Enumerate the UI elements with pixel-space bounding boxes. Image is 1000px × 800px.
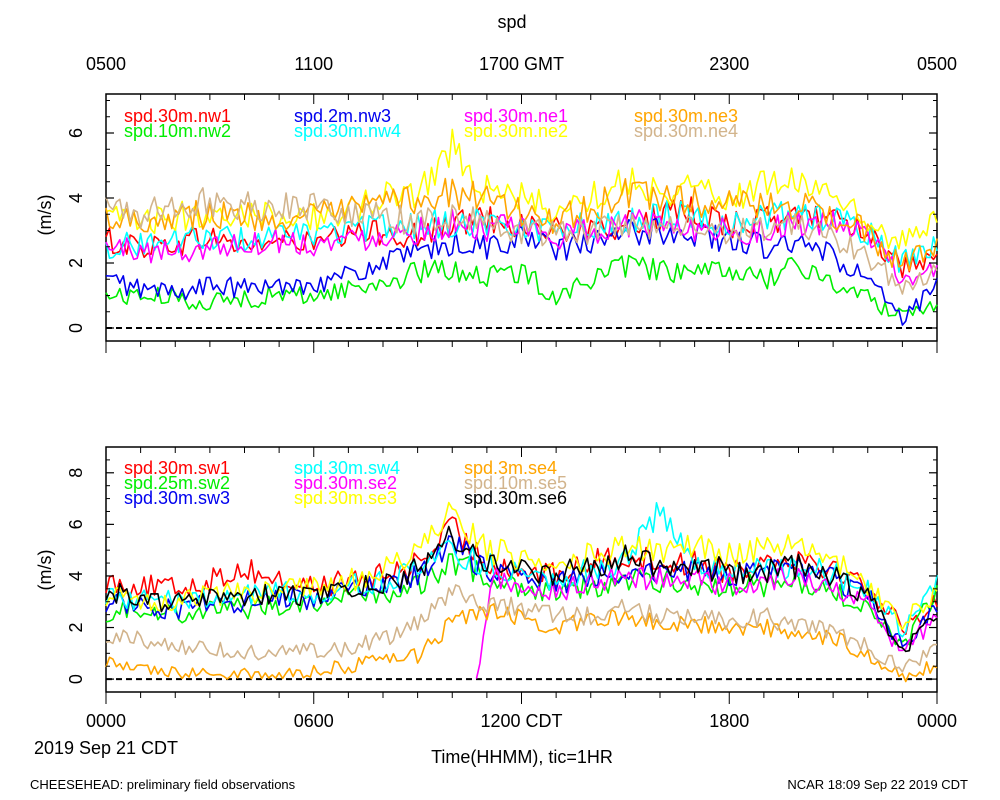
bottom-plot-panel: 0 2 4 6 8 0000 0600 1200 CDT 1800 0000 spd.30m.sw1… bbox=[66, 446, 957, 731]
footer-left: CHEESEHEAD: preliminary field observatio… bbox=[30, 777, 296, 792]
series-line-spd-30m-se6 bbox=[105, 525, 938, 653]
legend-entry: spd.30m.se2 bbox=[294, 473, 397, 493]
top-y-axis-label: (m/s) bbox=[35, 195, 55, 236]
series-line-spd-30m-sw4 bbox=[105, 501, 938, 638]
series-line-spd-30m-ne4 bbox=[105, 187, 938, 295]
bottom-y-axis-label: (m/s) bbox=[35, 550, 55, 591]
x-axis-label: Time(HHMM), tic=1HR bbox=[431, 747, 613, 767]
legend-entry: spd.30m.sw1 bbox=[124, 458, 230, 478]
legend-entry: spd.30m.se3 bbox=[294, 488, 397, 508]
x-tick-label: 0500 bbox=[86, 54, 126, 74]
x-tick-label: 0000 bbox=[86, 711, 126, 731]
legend-entry: spd.3m.se4 bbox=[464, 458, 557, 478]
series-line-spd-30m-nw1 bbox=[105, 196, 938, 279]
x-tick-label: 1200 CDT bbox=[480, 711, 562, 731]
legend-entry: spd.30m.se6 bbox=[464, 488, 567, 508]
y-tick-label: 6 bbox=[66, 519, 86, 529]
y-tick-label: 2 bbox=[66, 258, 86, 268]
x-tick-label: 1800 bbox=[709, 711, 749, 731]
legend-entry: spd.2m.nw3 bbox=[294, 106, 391, 126]
legend-entry: spd.10m.se5 bbox=[464, 473, 567, 493]
footer-right: NCAR 18:09 Sep 22 2019 CDT bbox=[787, 777, 968, 792]
x-tick-label: 2300 bbox=[709, 54, 749, 74]
series-line-spd-30m-ne3 bbox=[105, 177, 938, 272]
legend-entry: spd.30m.sw4 bbox=[294, 458, 400, 478]
x-tick-label: 1100 bbox=[294, 54, 333, 74]
legend-entry: spd.30m.nw1 bbox=[124, 106, 231, 126]
series-line-spd-10m-se5 bbox=[105, 584, 937, 673]
legend-entry: spd.10m.nw2 bbox=[124, 121, 231, 141]
series-line-spd-10m-nw2 bbox=[105, 254, 938, 317]
chart-title: spd bbox=[497, 12, 526, 32]
x-tick-label: 0000 bbox=[917, 711, 957, 731]
series-line-spd-30m-se3 bbox=[105, 501, 938, 631]
x-tick-label: 0500 bbox=[917, 54, 957, 74]
legend-entry: spd.30m.ne4 bbox=[634, 121, 738, 141]
y-tick-label: 8 bbox=[66, 468, 86, 478]
y-tick-label: 2 bbox=[66, 623, 86, 633]
y-tick-label: 6 bbox=[66, 128, 86, 138]
x-tick-label: 0600 bbox=[294, 711, 334, 731]
date-label: 2019 Sep 21 CDT bbox=[34, 738, 178, 758]
y-tick-label: 0 bbox=[66, 674, 86, 684]
legend-entry: spd.30m.ne3 bbox=[634, 106, 738, 126]
x-tick-label: 1700 GMT bbox=[479, 54, 564, 74]
legend-entry: spd.25m.sw2 bbox=[124, 473, 230, 493]
legend-entry: spd.30m.sw3 bbox=[124, 488, 230, 508]
y-tick-label: 4 bbox=[66, 571, 86, 581]
legend-entry: spd.30m.ne2 bbox=[464, 121, 568, 141]
y-tick-label: 4 bbox=[66, 193, 86, 203]
legend-entry: spd.30m.ne1 bbox=[464, 106, 568, 126]
legend-entry: spd.30m.nw4 bbox=[294, 121, 401, 141]
series-line-spd-3m-se4 bbox=[105, 603, 938, 683]
y-tick-label: 0 bbox=[66, 323, 86, 333]
